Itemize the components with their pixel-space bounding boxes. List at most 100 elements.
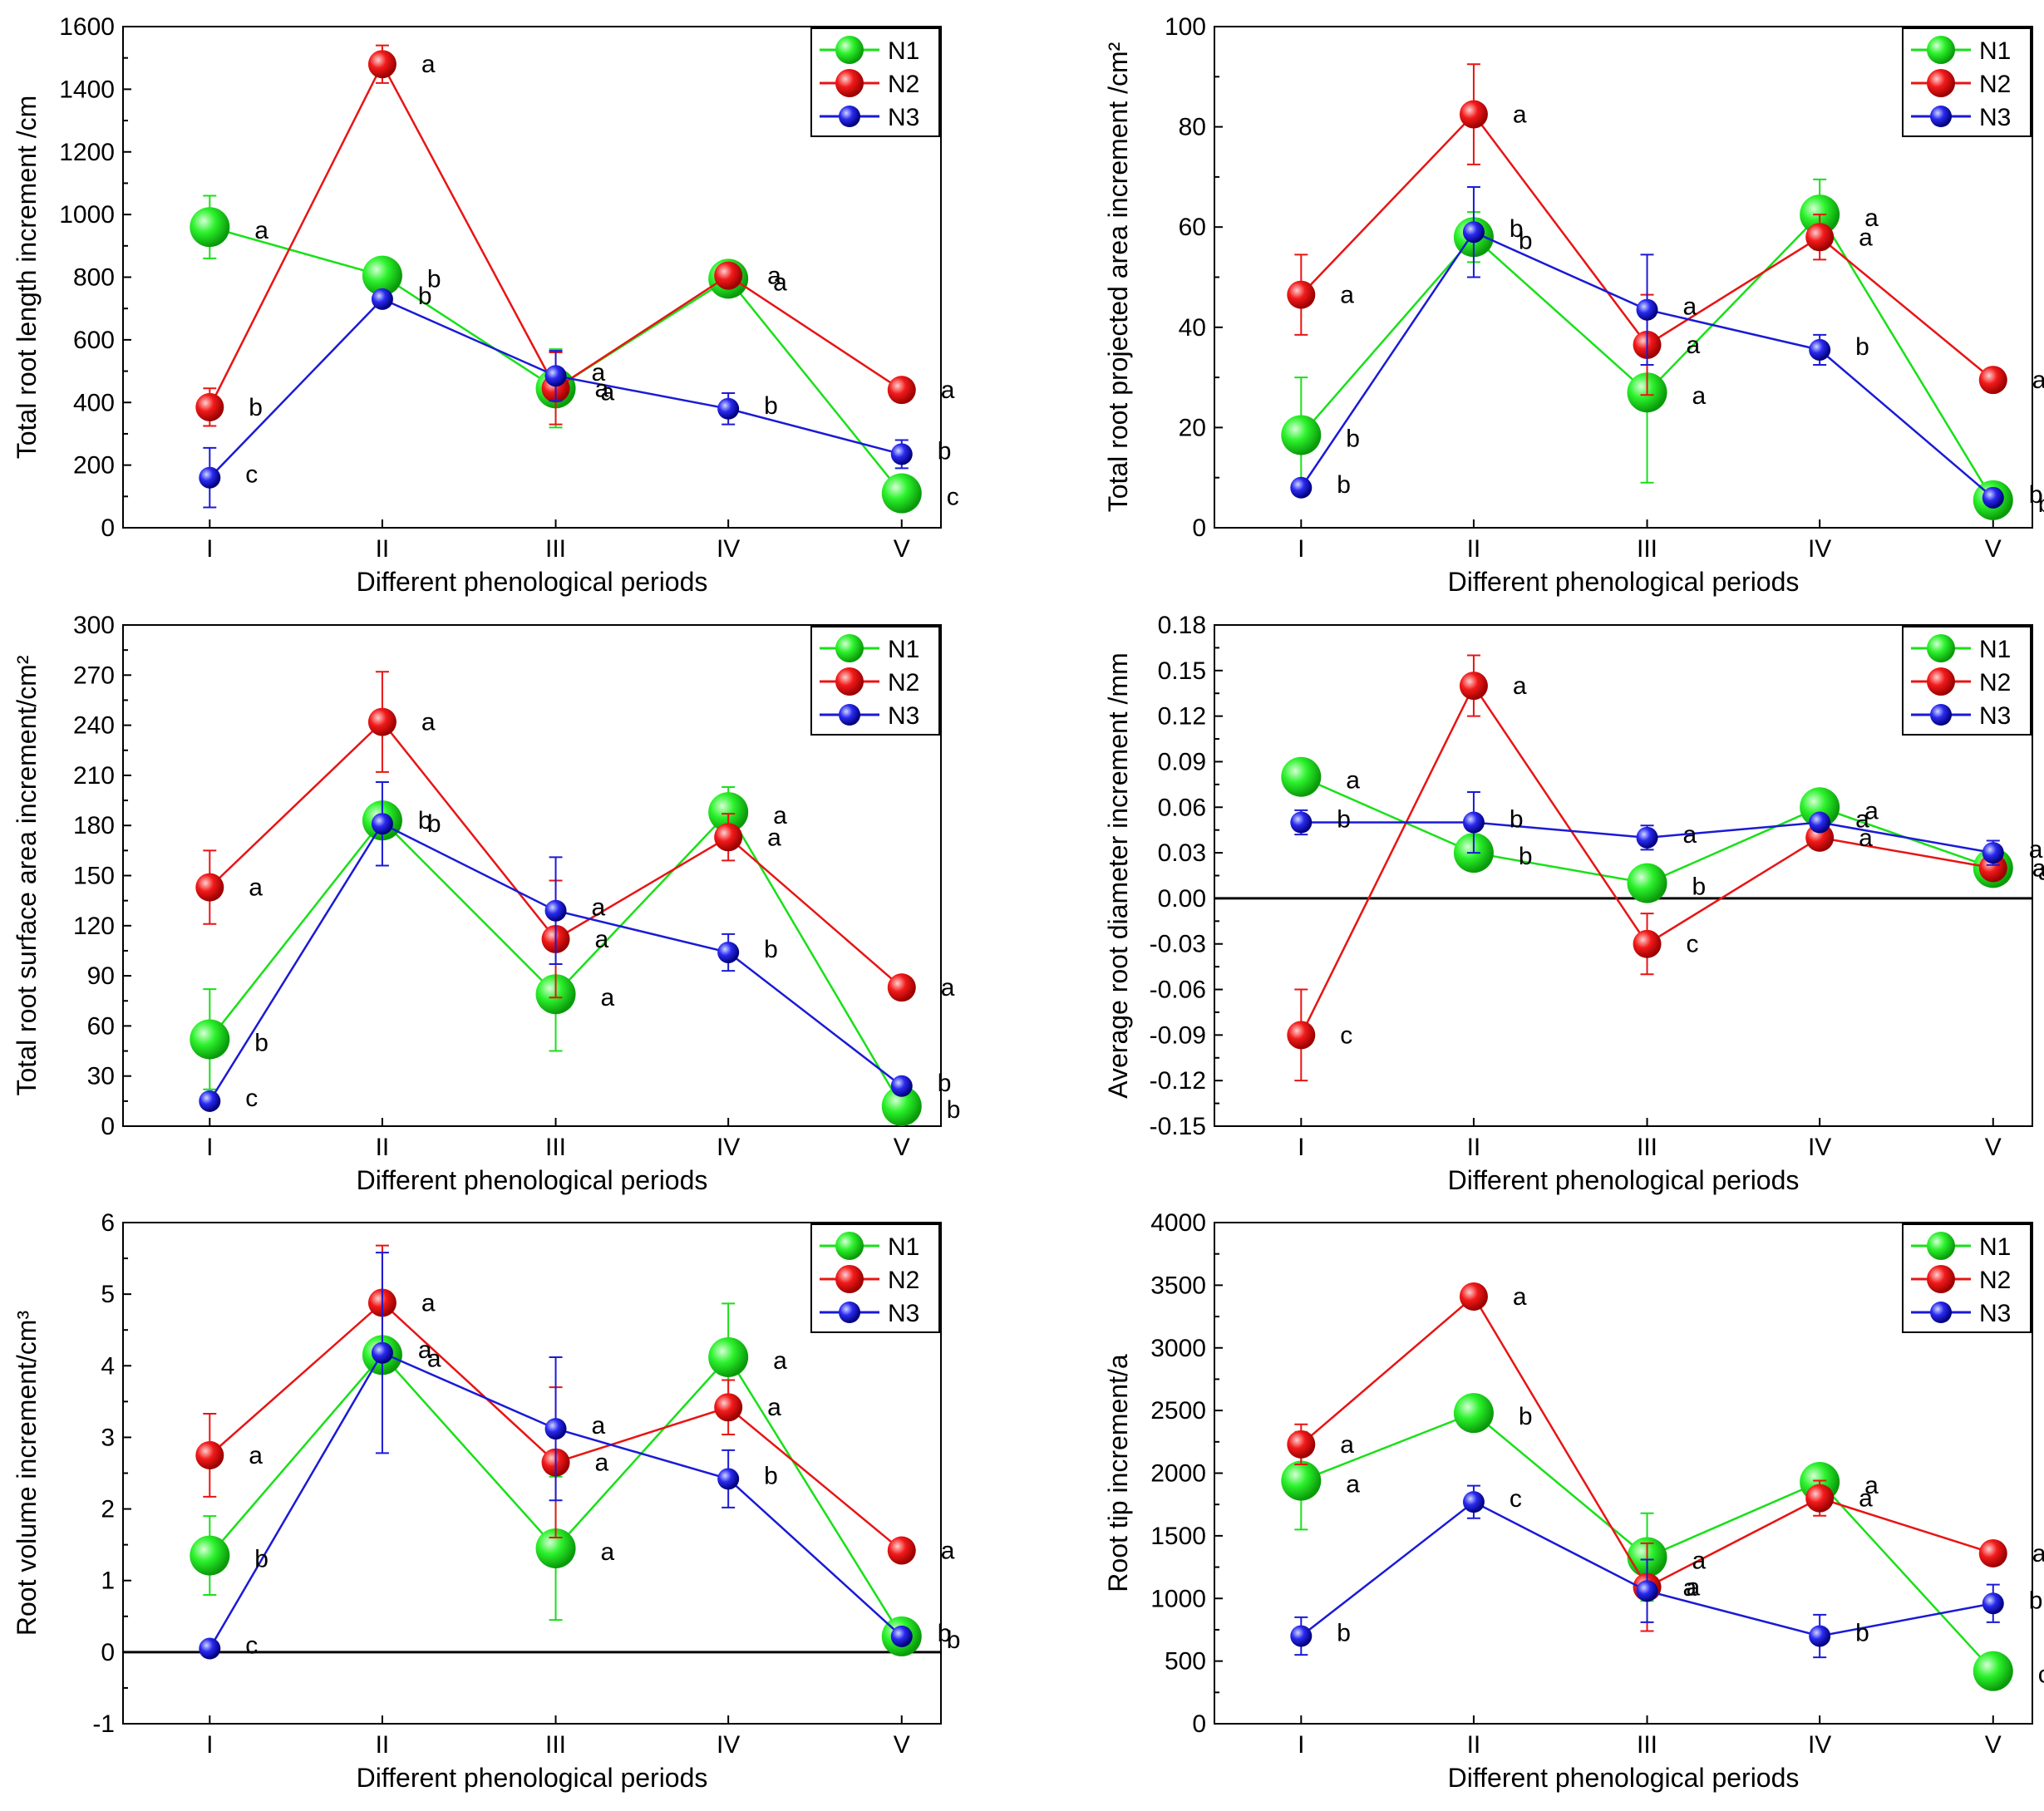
- y-tick-label: -1: [92, 1710, 115, 1738]
- legend-label: N3: [1979, 702, 2011, 730]
- x-tick-label: I: [1298, 535, 1304, 563]
- significance-letter: a: [1859, 224, 1873, 251]
- data-point: [535, 1528, 576, 1568]
- series-n3: [1290, 185, 2004, 509]
- significance-letter: a: [592, 359, 606, 386]
- y-tick-label: 270: [73, 662, 115, 689]
- data-point: [190, 1535, 230, 1576]
- legend-marker: [1927, 36, 1955, 64]
- significance-letter: a: [1864, 1472, 1879, 1499]
- legend-marker: [1930, 1302, 1952, 1323]
- y-tick-label: -0.12: [1150, 1067, 1206, 1095]
- significance-letter: a: [592, 894, 606, 922]
- y-tick-label: 300: [73, 612, 115, 639]
- significance-letter: a: [767, 824, 781, 851]
- legend-label: N2: [1979, 71, 2011, 98]
- y-tick-label: 0.06: [1158, 794, 1206, 821]
- legend-marker: [835, 1232, 864, 1260]
- x-tick-label: IV: [717, 535, 740, 563]
- significance-letter: a: [773, 268, 787, 296]
- x-tick-label: V: [1985, 1731, 2002, 1759]
- legend-marker: [835, 634, 864, 662]
- y-tick-label: 0.18: [1158, 612, 1206, 639]
- y-tick-label: 2000: [1150, 1460, 1206, 1488]
- legend-label: N1: [888, 1233, 919, 1261]
- significance-letter: a: [1340, 282, 1354, 309]
- significance-letter: c: [245, 1632, 258, 1660]
- significance-letter: a: [2032, 1540, 2044, 1567]
- data-point: [195, 1440, 224, 1469]
- y-tick-label: 6: [101, 1209, 115, 1237]
- series-n3: [1290, 1484, 2004, 1659]
- legend: N1 N2 N3: [1902, 626, 2032, 736]
- significance-letter: a: [1692, 1548, 1707, 1575]
- x-axis-title: Different phenological periods: [1448, 1165, 1800, 1195]
- significance-letter: a: [601, 984, 615, 1011]
- significance-letter: a: [941, 974, 955, 1001]
- y-tick-label: 3000: [1150, 1335, 1206, 1362]
- significance-letter: a: [2032, 367, 2044, 394]
- significance-letter: b: [1855, 333, 1869, 361]
- y-tick-label: 800: [73, 264, 115, 292]
- x-tick-label: IV: [1808, 1731, 1831, 1759]
- legend-label: N3: [888, 702, 919, 730]
- y-axis: -1 0 1 2 3 4 5 6: [92, 1209, 131, 1738]
- x-tick-label: V: [1985, 535, 2002, 563]
- series-n3: [199, 288, 913, 509]
- y-tick-label: 4000: [1150, 1209, 1206, 1237]
- data-point: [190, 207, 230, 248]
- y-tick-label: 4: [101, 1352, 115, 1380]
- series-n2: [1287, 1282, 2007, 1632]
- y-tick-label: 1500: [1150, 1523, 1206, 1550]
- x-axis-title: Different phenological periods: [357, 567, 708, 597]
- legend-label: N1: [1979, 636, 2011, 663]
- data-point: [1290, 1625, 1313, 1647]
- legend-marker: [1927, 69, 1955, 97]
- significance-letter: a: [592, 1412, 606, 1439]
- data-point: [717, 1468, 740, 1490]
- significance-letter: a: [1513, 672, 1527, 700]
- significance-letter: b: [1519, 843, 1533, 870]
- y-tick-label: 1: [101, 1567, 115, 1595]
- significance-letter: b: [1346, 425, 1360, 452]
- x-tick-label: IV: [1808, 535, 1831, 563]
- y-tick-label: 0.09: [1158, 748, 1206, 775]
- series-n3: [199, 1252, 913, 1660]
- legend-marker: [839, 704, 860, 726]
- data-point: [1809, 338, 1831, 361]
- significance-letter: b: [764, 392, 778, 420]
- x-tick-label: III: [1637, 1134, 1657, 1161]
- x-axis-title: Different phenological periods: [1448, 1763, 1800, 1793]
- significance-letter: b: [2038, 490, 2044, 518]
- legend: N1 N2 N3: [810, 27, 940, 137]
- x-tick-label: I: [206, 1731, 213, 1759]
- x-tick-label: IV: [717, 1731, 740, 1759]
- legend-label: N2: [1979, 1267, 2011, 1294]
- significance-letter: a: [418, 1336, 432, 1364]
- significance-letter: c: [2038, 1661, 2044, 1689]
- y-tick-label: 30: [87, 1063, 115, 1090]
- significance-letter: c: [1340, 1021, 1352, 1049]
- significance-letters: abbaacacaabbaaa: [1337, 672, 2044, 1049]
- y-tick-label: 3: [101, 1424, 115, 1451]
- data-point: [1462, 811, 1485, 834]
- significance-letter: c: [1687, 931, 1699, 958]
- data-point: [544, 1418, 567, 1440]
- x-tick-label: I: [1298, 1134, 1304, 1161]
- data-point: [1982, 842, 2004, 864]
- data-point: [717, 941, 740, 963]
- data-point: [1809, 811, 1831, 834]
- significance-letter: a: [1859, 824, 1873, 852]
- legend-marker: [839, 1302, 860, 1323]
- significance-letter: b: [1519, 227, 1533, 254]
- y-tick-label: 3500: [1150, 1272, 1206, 1299]
- data-point: [1462, 221, 1485, 244]
- data-point: [1453, 1393, 1494, 1434]
- y-tick-label: 120: [73, 913, 115, 940]
- significance-letter: a: [601, 1538, 615, 1566]
- x-axis-title: Different phenological periods: [1448, 567, 1800, 597]
- series-n2: [1287, 63, 2007, 396]
- legend-marker: [839, 106, 860, 127]
